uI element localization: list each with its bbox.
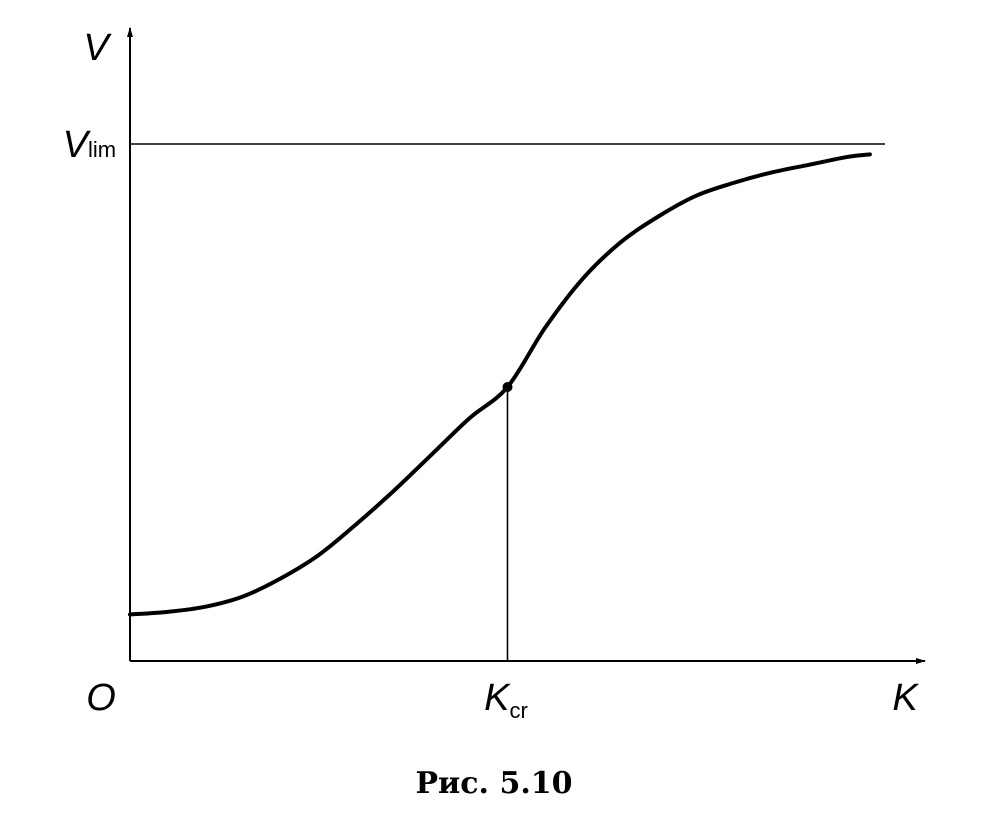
x-tick-kcr-sub: cr: [510, 698, 528, 723]
labels: V K O V lim K cr: [63, 27, 920, 723]
y-axis-label: V: [83, 27, 112, 69]
sigmoid-curve: [128, 152, 872, 617]
origin-label: O: [86, 677, 116, 719]
axes: [127, 27, 926, 664]
critical-point-marker: [502, 381, 513, 392]
x-axis-label: K: [892, 677, 919, 719]
curve-series: [128, 152, 872, 617]
figure-caption: Рис. 5.10: [415, 766, 572, 801]
x-tick-kcr-main: K: [484, 677, 511, 719]
guide-lines: [130, 143, 885, 661]
y-tick-vlim-sub: lim: [88, 137, 116, 162]
y-tick-vlim-main: V: [63, 124, 92, 166]
